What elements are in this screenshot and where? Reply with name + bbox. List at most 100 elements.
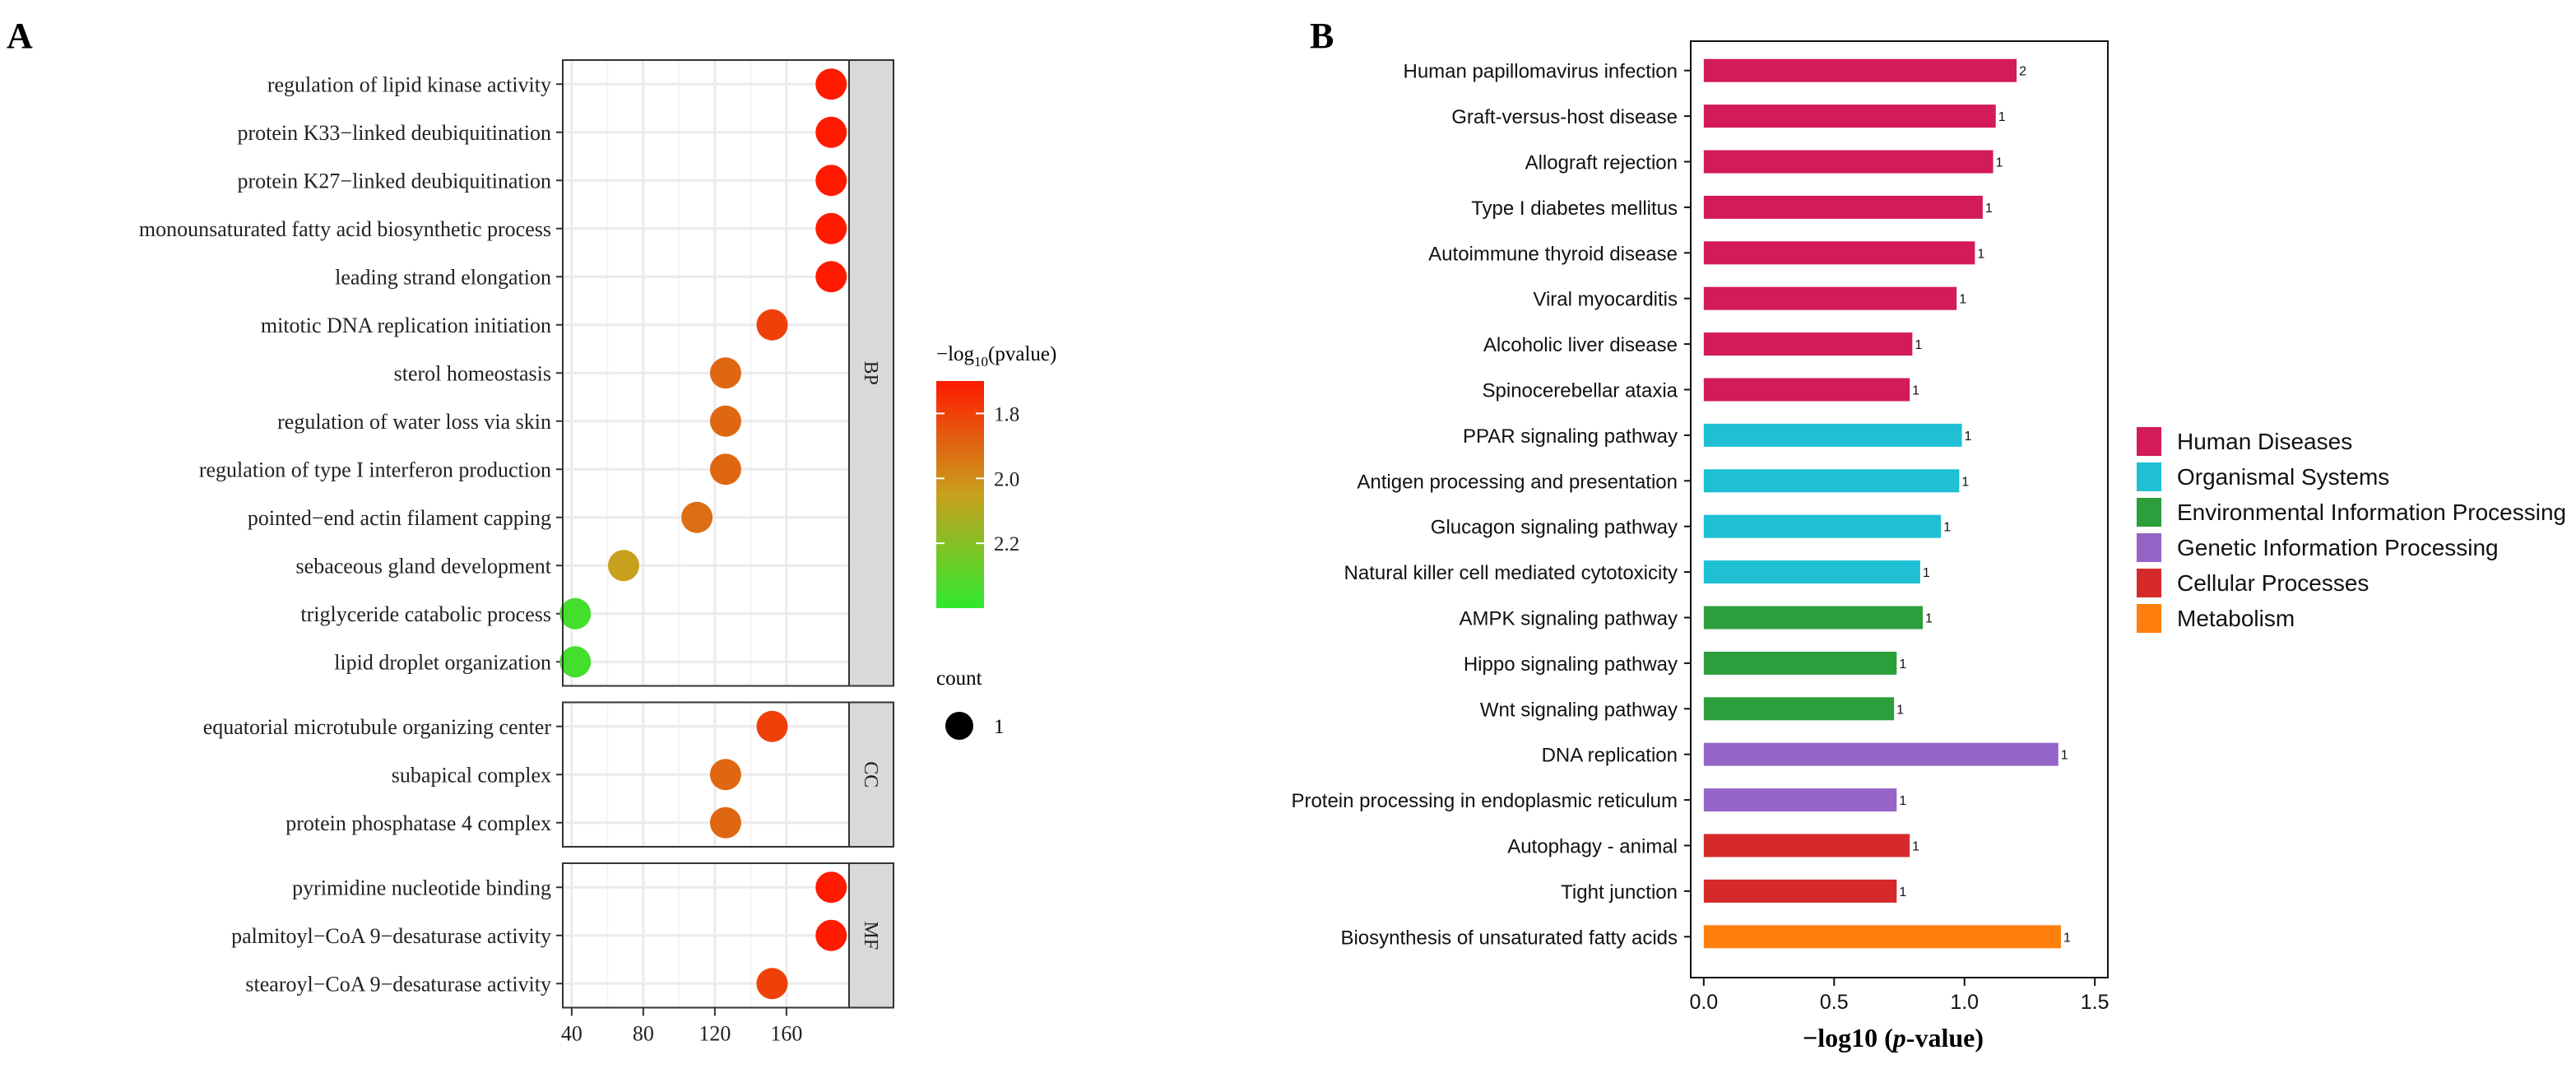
bar-count-label: 1: [1925, 612, 1933, 626]
go-term-label: mitotic DNA replication initiation: [261, 314, 551, 337]
bar-count-label: 1: [1912, 384, 1919, 398]
go-point-regulation-of-lipid-kinase-activity: [815, 68, 847, 100]
go-term-label: regulation of type I interferon producti…: [199, 458, 551, 481]
facet-frame: [562, 701, 850, 848]
kegg-category-label: Glucagon signaling pathway: [1431, 517, 1678, 539]
go-term-label: palmitoyl−CoA 9−desaturase activity: [231, 924, 551, 948]
go-term-label: leading strand elongation: [335, 265, 551, 289]
kegg-category-label: Viral myocarditis: [1533, 289, 1678, 311]
go-term-label: protein K27−linked deubiquitination: [238, 169, 552, 193]
bar-count-label: 2: [2019, 65, 2026, 79]
go-term-label: lipid droplet organization: [334, 650, 551, 674]
color-legend-title-tail: (pvalue): [988, 343, 1056, 365]
bar-spinocerebellar-ataxia: [1703, 378, 1910, 402]
kegg-x-axis-label-suffix: -value): [1906, 1023, 1984, 1052]
kegg-category-label: Natural killer cell mediated cytotoxicit…: [1344, 562, 1678, 584]
go-point-stearoyl-coa-9-desaturase-activity: [756, 968, 788, 1000]
go-point-lipid-droplet-organization: [559, 646, 592, 678]
bar-count-label: 1: [2061, 749, 2068, 763]
bar-count-label: 1: [1977, 247, 1984, 261]
bar-count-label: 1: [1912, 840, 1919, 854]
go-term-label: sebaceous gland development: [296, 554, 552, 578]
kegg-category-label: DNA replication: [1542, 745, 1678, 767]
legend-swatch-metabolism: [2137, 604, 2161, 633]
bar-count-label: 1: [1915, 338, 1922, 352]
legend-label: Cellular Processes: [2177, 570, 2369, 596]
legend-swatch-environmental-information-processing: [2137, 498, 2161, 527]
go-point-equatorial-microtubule-organizing-center: [756, 710, 788, 742]
kegg-category-label: Type I diabetes mellitus: [1471, 197, 1678, 220]
bar-count-label: 1: [1959, 293, 1966, 307]
kegg-category-label: Tight junction: [1561, 881, 1678, 904]
bar-count-label: 1: [1923, 566, 1930, 580]
go-term-label: sterol homeostasis: [394, 361, 551, 385]
x-tick-label: 1.5: [2081, 991, 2110, 1014]
bar-count-label: 1: [1896, 703, 1904, 717]
kegg-category-label: Human papillomavirus infection: [1404, 61, 1678, 83]
bar-graft-versus-host-disease: [1703, 105, 1996, 128]
pvalue-color-legend: −log10(pvalue) 2.2 2.0 1.8: [936, 343, 1056, 608]
bar-ampk-signaling-pathway: [1703, 606, 1924, 630]
facet-frame: [562, 862, 850, 1009]
x-tick-label: 80: [633, 1022, 654, 1046]
kegg-category-label: Spinocerebellar ataxia: [1483, 380, 1678, 402]
bar-protein-processing-in-endoplasmic-reticulum: [1703, 788, 1897, 812]
kegg-category-label: Antigen processing and presentation: [1357, 471, 1678, 493]
bar-count-label: 1: [1899, 657, 1906, 671]
kegg-bars: Human papillomavirus infection 2 Graft-ver…: [1291, 40, 2109, 978]
legend-tick-label: 2.2: [994, 533, 1019, 555]
x-tick-label: 120: [699, 1022, 731, 1046]
go-point-mitotic-dna-replication-initiation: [756, 309, 788, 341]
legend-label: Human Diseases: [2177, 429, 2352, 454]
facet-strip-bp: [848, 59, 894, 687]
x-tick-label: 40: [561, 1022, 583, 1046]
facet-bp: BP regulation of lipid kinase activity pro…: [139, 59, 894, 687]
panel-a-letter: A: [7, 16, 33, 56]
bar-count-label: 1: [1943, 521, 1951, 535]
color-legend-ticks: 2.2 2.0 1.8: [936, 403, 1019, 555]
go-term-label: pyrimidine nucleotide binding: [292, 876, 551, 899]
legend-swatch-human-diseases: [2137, 427, 2161, 456]
kegg-category-label: Autoimmune thyroid disease: [1428, 243, 1678, 265]
color-legend-title: −log10(pvalue): [936, 343, 1056, 369]
go-term-label: equatorial microtubule organizing center: [203, 715, 552, 739]
facet-strip-label-cc: CC: [860, 761, 881, 788]
bar-antigen-processing-and-presentation: [1703, 469, 1960, 493]
legend-tick-label: 2.0: [994, 468, 1019, 490]
go-point-regulation-of-water-loss-via-skin: [709, 405, 741, 437]
facet-mf: MF pyrimidine nucleotide binding palmitoyl…: [231, 862, 894, 1009]
go-x-axis: 40 80 120 160: [561, 1007, 802, 1046]
go-point-protein-k27-linked-deubiquitination: [815, 165, 847, 197]
legend-tick-label: 1.8: [994, 403, 1019, 425]
kegg-x-axis: 0.0 0.5 1.0 1.5: [1689, 978, 2110, 1014]
x-tick-label: 0.5: [1820, 991, 1849, 1014]
go-point-protein-phosphatase-4-complex: [709, 806, 741, 839]
bar-count-label: 1: [1985, 202, 1993, 216]
kegg-category-label: AMPK signaling pathway: [1460, 608, 1678, 630]
legend-label: Genetic Information Processing: [2177, 535, 2499, 560]
size-legend-label: 1: [994, 716, 1005, 738]
facet-cc: CC equatorial microtubule organizing cent…: [203, 701, 894, 848]
go-term-label: regulation of lipid kinase activity: [267, 72, 551, 96]
go-point-palmitoyl-coa-9-desaturase-activity: [815, 919, 847, 951]
bar-allograft-rejection: [1703, 150, 1993, 174]
go-point-leading-strand-elongation: [815, 261, 847, 293]
facet-frame: [562, 59, 850, 687]
go-dotplot: BP regulation of lipid kinase activity pro…: [139, 59, 1056, 1046]
bar-autoimmune-thyroid-disease: [1703, 241, 1975, 265]
legend-swatch-organismal-systems: [2137, 462, 2161, 491]
go-term-label: protein phosphatase 4 complex: [285, 811, 551, 835]
facet-strip-label-bp: BP: [860, 361, 881, 385]
go-point-monounsaturated-fatty-acid-biosynthetic-process: [815, 212, 847, 244]
go-term-label: regulation of water loss via skin: [277, 410, 551, 434]
size-legend-dot: [945, 712, 973, 740]
x-tick-label: 160: [770, 1022, 802, 1046]
go-term-label: pointed−end actin filament capping: [248, 506, 551, 530]
go-point-pyrimidine-nucleotide-binding: [815, 871, 847, 904]
bar-type-i-diabetes-mellitus: [1703, 195, 1983, 219]
kegg-x-axis-label-italic: p: [1891, 1023, 1906, 1052]
bar-dna-replication: [1703, 742, 2058, 766]
bar-tight-junction: [1703, 879, 1897, 903]
bar-autophagy-animal: [1703, 834, 1910, 857]
